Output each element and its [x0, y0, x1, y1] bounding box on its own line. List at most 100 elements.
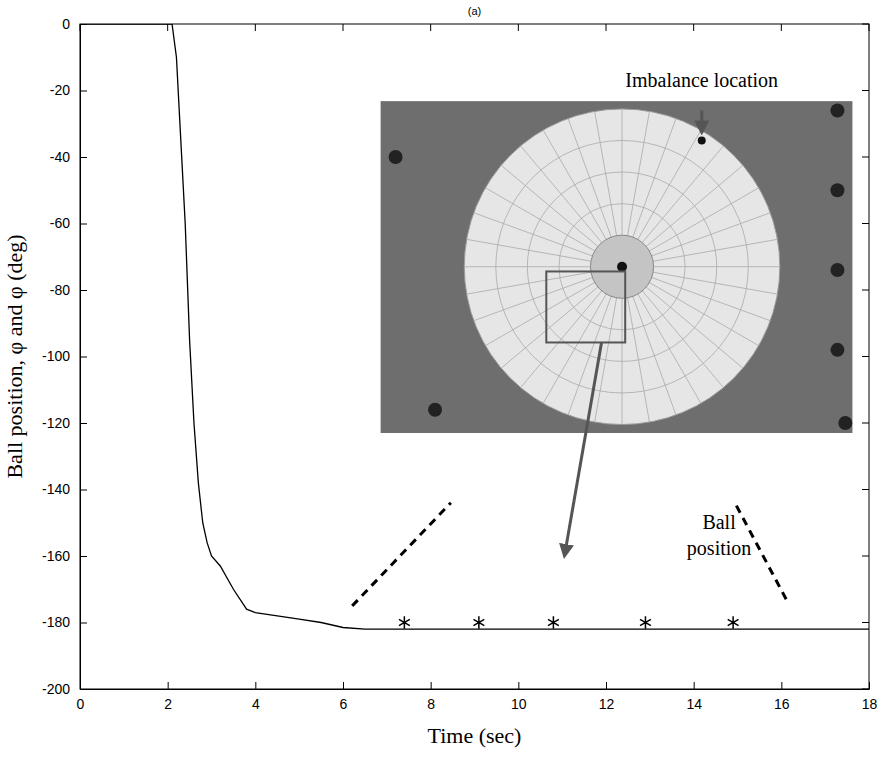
- x-top-tick-mark: [80, 24, 81, 31]
- disc-ring: [559, 204, 685, 330]
- y-right-tick-mark: [862, 689, 869, 690]
- x-tick-label: 6: [340, 696, 348, 712]
- y-tick-label: -60: [50, 215, 70, 231]
- x-tick-label: 8: [427, 696, 435, 712]
- x-tick-mark: [869, 682, 870, 689]
- series-marker: [399, 616, 410, 629]
- x-top-tick-mark: [869, 24, 870, 31]
- x-axis-title: Time (sec): [428, 723, 522, 748]
- y-right-ticks: [862, 24, 869, 689]
- x-tick-mark: [781, 682, 782, 689]
- imbalance-dot: [698, 136, 706, 144]
- x-tick-mark: [694, 682, 695, 689]
- ball-arrow: [564, 342, 601, 556]
- disc-center: [617, 262, 627, 272]
- plot: 024681012141618-200-180-160-140-120-100-…: [42, 16, 878, 712]
- disc: [464, 109, 780, 425]
- x-top-tick-mark: [606, 24, 607, 31]
- x-tick-label: 16: [774, 696, 790, 712]
- y-tick-mark: [80, 490, 87, 491]
- y-tick-label: -80: [50, 282, 70, 298]
- data-layer: [80, 24, 869, 629]
- x-top-tick-mark: [255, 24, 256, 31]
- inset-hole: [830, 263, 844, 277]
- x-tick: 18: [862, 682, 878, 712]
- y-right-tick-mark: [862, 90, 869, 91]
- x-top-tick-mark: [693, 24, 694, 31]
- series-line: [80, 24, 869, 629]
- y-right-tick-mark: [862, 423, 869, 424]
- y-tick-mark: [80, 91, 87, 92]
- y-tick-mark: [80, 357, 87, 358]
- y-tick: -200: [42, 681, 87, 697]
- series-marker: [548, 616, 559, 629]
- y-tick: 0: [62, 16, 87, 32]
- y-tick-label: -40: [50, 149, 70, 165]
- x-tick: 12: [599, 682, 615, 712]
- y-tick-mark: [80, 224, 87, 225]
- x-top-tick-mark: [781, 24, 782, 31]
- x-axis-line: [81, 689, 870, 690]
- zoom-line: [352, 503, 451, 606]
- y-tick-label: -200: [42, 681, 70, 697]
- inset-hole: [830, 343, 844, 357]
- y-tick: -40: [50, 149, 87, 165]
- y-right-tick-mark: [862, 290, 869, 291]
- x-tick: 4: [252, 682, 260, 712]
- plot-frame: [80, 24, 869, 689]
- x-tick-mark: [168, 682, 169, 689]
- y-tick-mark: [80, 689, 87, 690]
- disc-ring: [527, 172, 716, 361]
- x-tick: 16: [774, 682, 790, 712]
- y-tick: -60: [50, 215, 87, 231]
- ball-box: [546, 271, 625, 342]
- y-axis: -200-180-160-140-120-100-80-60-40-200: [42, 16, 87, 697]
- y-right-tick-mark: [862, 223, 869, 224]
- annotation-line: position: [687, 537, 751, 560]
- inset-hole: [830, 103, 844, 117]
- y-tick: -140: [42, 481, 87, 497]
- disc-hub: [590, 235, 653, 298]
- y-right-tick-mark: [862, 489, 869, 490]
- y-tick-mark: [80, 423, 87, 424]
- y-axis-title: Ball position, φ and φ (deg): [2, 234, 27, 478]
- x-tick-mark: [518, 682, 519, 689]
- x-top-tick-mark: [430, 24, 431, 31]
- annotation-line: Ball: [702, 511, 736, 533]
- y-tick: -120: [42, 415, 87, 431]
- x-tick-label: 18: [862, 696, 878, 712]
- series-marker: [640, 616, 651, 629]
- x-tick-mark: [255, 682, 256, 689]
- x-tick: 6: [340, 682, 348, 712]
- x-top-ticks: [80, 24, 869, 31]
- disc-ring: [496, 140, 748, 392]
- y-tick-label: -160: [42, 548, 70, 564]
- series-marker: [728, 616, 739, 629]
- x-top-tick-mark: [167, 24, 168, 31]
- x-tick-label: 12: [599, 696, 615, 712]
- y-right-tick-mark: [862, 157, 869, 158]
- y-right-tick-mark: [862, 24, 869, 25]
- series-marker: [473, 616, 484, 629]
- x-tick-mark: [431, 682, 432, 689]
- chart: 024681012141618-200-180-160-140-120-100-…: [0, 0, 885, 761]
- x-tick: 2: [164, 682, 172, 712]
- annotation: Ball position: [687, 511, 751, 560]
- y-tick-mark: [80, 290, 87, 291]
- x-tick-label: 10: [511, 696, 527, 712]
- y-tick-label: -140: [42, 481, 70, 497]
- y-tick-label: -120: [42, 415, 70, 431]
- chart-title: (a): [468, 5, 481, 17]
- inset-hole: [838, 416, 852, 430]
- x-top-tick-mark: [343, 24, 344, 31]
- x-tick-label: 2: [164, 696, 172, 712]
- y-tick-label: -100: [42, 348, 70, 364]
- y-right-tick-mark: [862, 556, 869, 557]
- inset-hole: [428, 403, 442, 417]
- annotation: Imbalance location: [625, 69, 778, 91]
- inset-hole: [389, 150, 403, 164]
- x-tick-mark: [343, 682, 344, 689]
- y-right-tick-mark: [862, 356, 869, 357]
- y-tick-mark: [80, 623, 87, 624]
- y-tick-mark: [80, 556, 87, 557]
